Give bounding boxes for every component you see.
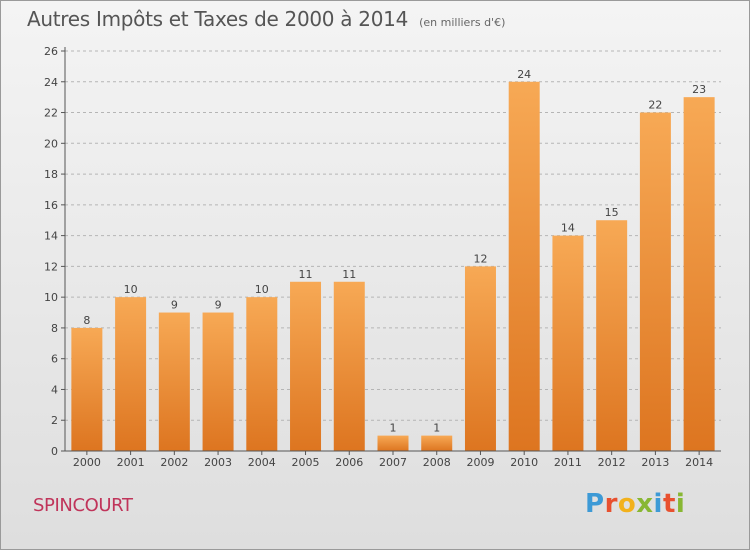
y-tick-label: 16 (44, 199, 58, 212)
y-tick-label: 12 (44, 260, 58, 273)
bar (115, 297, 147, 451)
data-label: 9 (215, 299, 222, 312)
proxiti-logo: Proxiti (585, 489, 685, 519)
y-tick-label: 10 (44, 291, 58, 304)
data-label: 12 (473, 252, 487, 265)
data-label: 1 (390, 422, 397, 435)
x-tick-label: 2011 (554, 456, 582, 469)
y-tick-label: 14 (44, 230, 58, 243)
y-tick-label: 6 (51, 353, 58, 366)
y-tick-label: 0 (51, 445, 58, 458)
bar (683, 97, 715, 452)
x-tick-label: 2004 (248, 456, 276, 469)
chart-title-block: Autres Impôts et Taxes de 2000 à 2014 (e… (27, 7, 505, 31)
y-tick-label: 26 (44, 45, 58, 58)
bar (464, 266, 496, 451)
bar (596, 220, 628, 451)
chart-subtitle: (en milliers d'€) (419, 16, 506, 29)
x-tick-label: 2006 (335, 456, 363, 469)
bar (421, 435, 453, 451)
logo-letter: r (604, 489, 618, 519)
x-tick-label: 2002 (160, 456, 188, 469)
logo-letter: P (585, 489, 605, 519)
data-label: 8 (83, 314, 90, 327)
x-tick-label: 2010 (510, 456, 538, 469)
data-label: 11 (299, 268, 313, 281)
data-label: 11 (342, 268, 356, 281)
x-tick-label: 2012 (598, 456, 626, 469)
bar (333, 281, 365, 451)
x-tick-label: 2000 (73, 456, 101, 469)
commune-name: SPINCOURT (33, 495, 133, 516)
data-label: 10 (124, 283, 138, 296)
x-tick-label: 2003 (204, 456, 232, 469)
data-label: 9 (171, 299, 178, 312)
data-label: 10 (255, 283, 269, 296)
x-tick-label: 2014 (685, 456, 713, 469)
bar (290, 281, 322, 451)
data-label: 15 (605, 206, 619, 219)
data-label: 1 (433, 422, 440, 435)
bar (71, 327, 103, 451)
logo-letter: x (636, 489, 654, 519)
logo-letter: i (653, 489, 663, 519)
bar (158, 312, 190, 451)
y-tick-label: 22 (44, 107, 58, 120)
data-label: 24 (517, 68, 531, 81)
bar (639, 112, 671, 452)
bar (246, 297, 278, 451)
x-tick-label: 2013 (641, 456, 669, 469)
y-tick-label: 18 (44, 168, 58, 181)
y-tick-label: 8 (51, 322, 58, 335)
bar (377, 435, 409, 451)
y-tick-label: 24 (44, 76, 58, 89)
x-tick-label: 2008 (423, 456, 451, 469)
chart-title: Autres Impôts et Taxes de 2000 à 2014 (27, 7, 408, 31)
bar (202, 312, 234, 451)
logo-letter: i (675, 489, 686, 519)
y-tick-label: 20 (44, 137, 58, 150)
logo-letter: o (617, 489, 637, 519)
x-tick-label: 2009 (466, 456, 494, 469)
y-tick-label: 2 (51, 414, 58, 427)
y-tick-label: 4 (51, 383, 58, 396)
x-tick-label: 2007 (379, 456, 407, 469)
data-label: 23 (692, 83, 706, 96)
logo-letter: t (662, 489, 676, 519)
bar (552, 235, 584, 451)
x-tick-label: 2001 (117, 456, 145, 469)
x-tick-label: 2005 (292, 456, 320, 469)
bar (508, 81, 540, 452)
data-label: 22 (648, 99, 662, 112)
data-label: 14 (561, 222, 575, 235)
